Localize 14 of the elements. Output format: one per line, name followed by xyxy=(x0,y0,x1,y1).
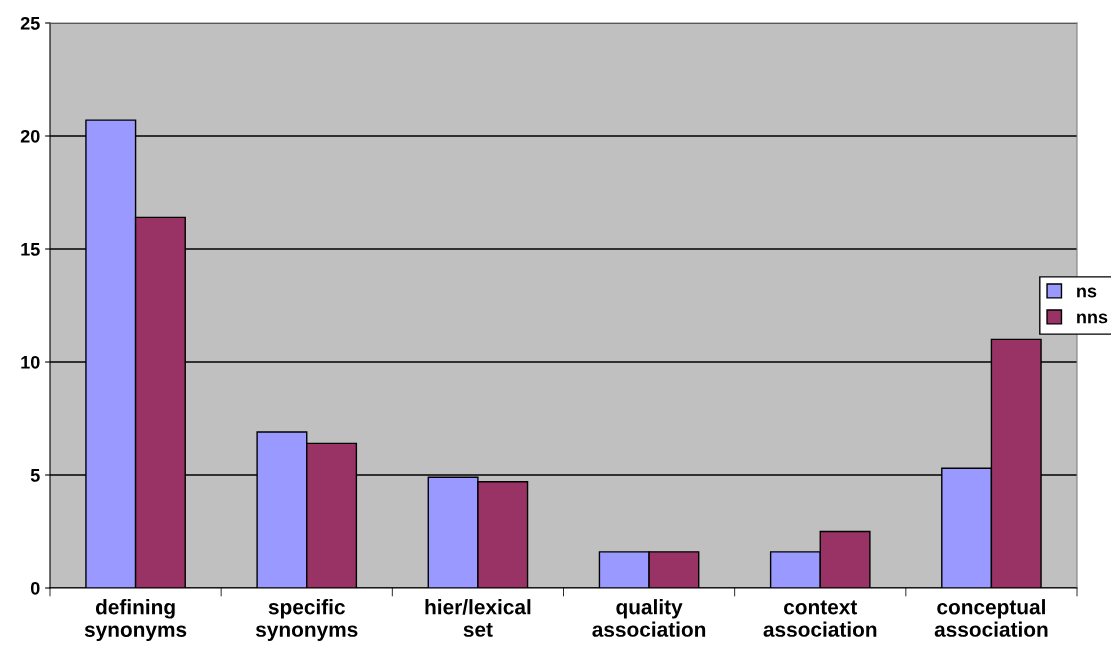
y-tick-label: 10 xyxy=(21,355,40,369)
x-tick-label: defining synonyms xyxy=(84,599,187,642)
x-tick-label: quality association xyxy=(592,599,706,637)
y-tick-label: 0 xyxy=(30,581,40,595)
y-tick-label: 25 xyxy=(20,16,40,30)
y-tick-label: 20 xyxy=(20,129,40,143)
y-tick-label: 5 xyxy=(30,469,40,482)
legend-label: ns xyxy=(1077,287,1097,298)
y-tick-label: 15 xyxy=(21,243,40,256)
x-tick-label: hier/lexical set xyxy=(425,599,531,637)
legend-label: nns xyxy=(1077,313,1108,324)
x-tick-label: conceptual association xyxy=(934,599,1048,637)
x-tick-label: context association xyxy=(763,600,877,637)
x-tick-label: specific synonyms xyxy=(255,599,358,641)
